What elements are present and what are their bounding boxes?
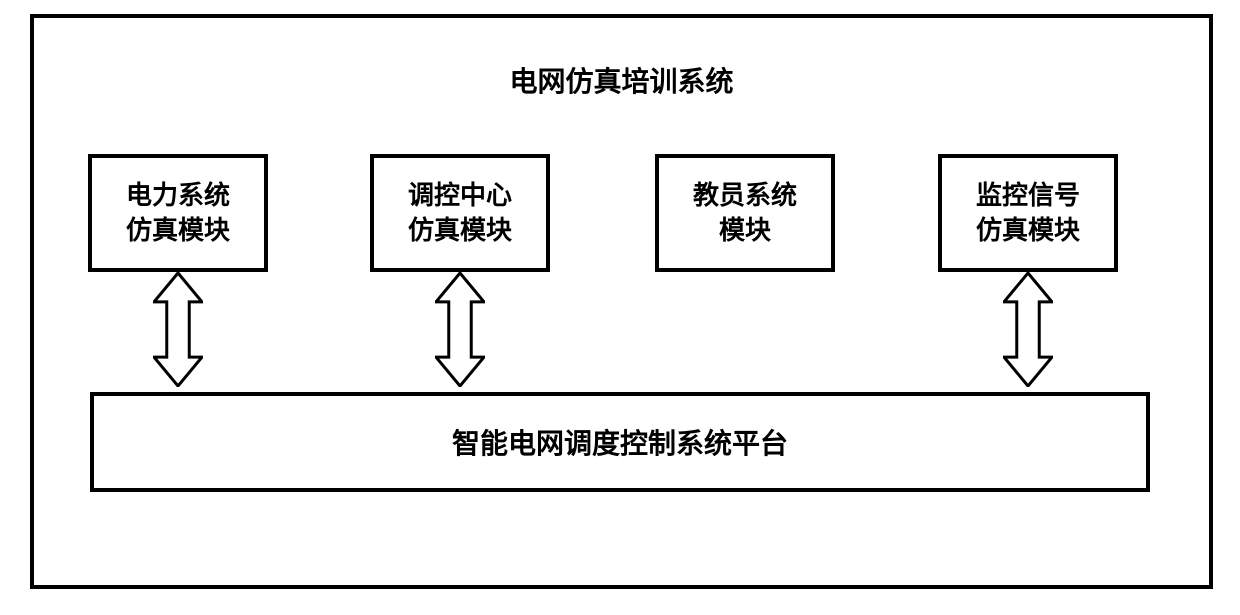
- module-power-system: 电力系统仿真模块: [88, 154, 268, 272]
- platform-label: 智能电网调度控制系统平台: [452, 422, 788, 462]
- module-label-line2: 仿真模块: [126, 216, 230, 245]
- platform-box: 智能电网调度控制系统平台: [90, 392, 1150, 492]
- double-arrow-icon: [153, 272, 203, 387]
- module-label-line2: 仿真模块: [408, 216, 512, 245]
- module-label-line2: 仿真模块: [976, 216, 1080, 245]
- module-monitor-signal: 监控信号仿真模块: [938, 154, 1118, 272]
- double-arrow-icon: [435, 272, 485, 387]
- module-control-center: 调控中心仿真模块: [370, 154, 550, 272]
- module-instructor: 教员系统模块: [655, 154, 835, 272]
- module-label-line1: 电力系统: [126, 181, 230, 210]
- diagram-title: 电网仿真培训系统: [30, 60, 1213, 100]
- module-label-line1: 教员系统: [693, 181, 797, 210]
- module-label-line1: 调控中心: [408, 181, 512, 210]
- module-label-line1: 监控信号: [976, 181, 1080, 210]
- module-label-line2: 模块: [719, 216, 771, 245]
- double-arrow-icon: [1003, 272, 1053, 387]
